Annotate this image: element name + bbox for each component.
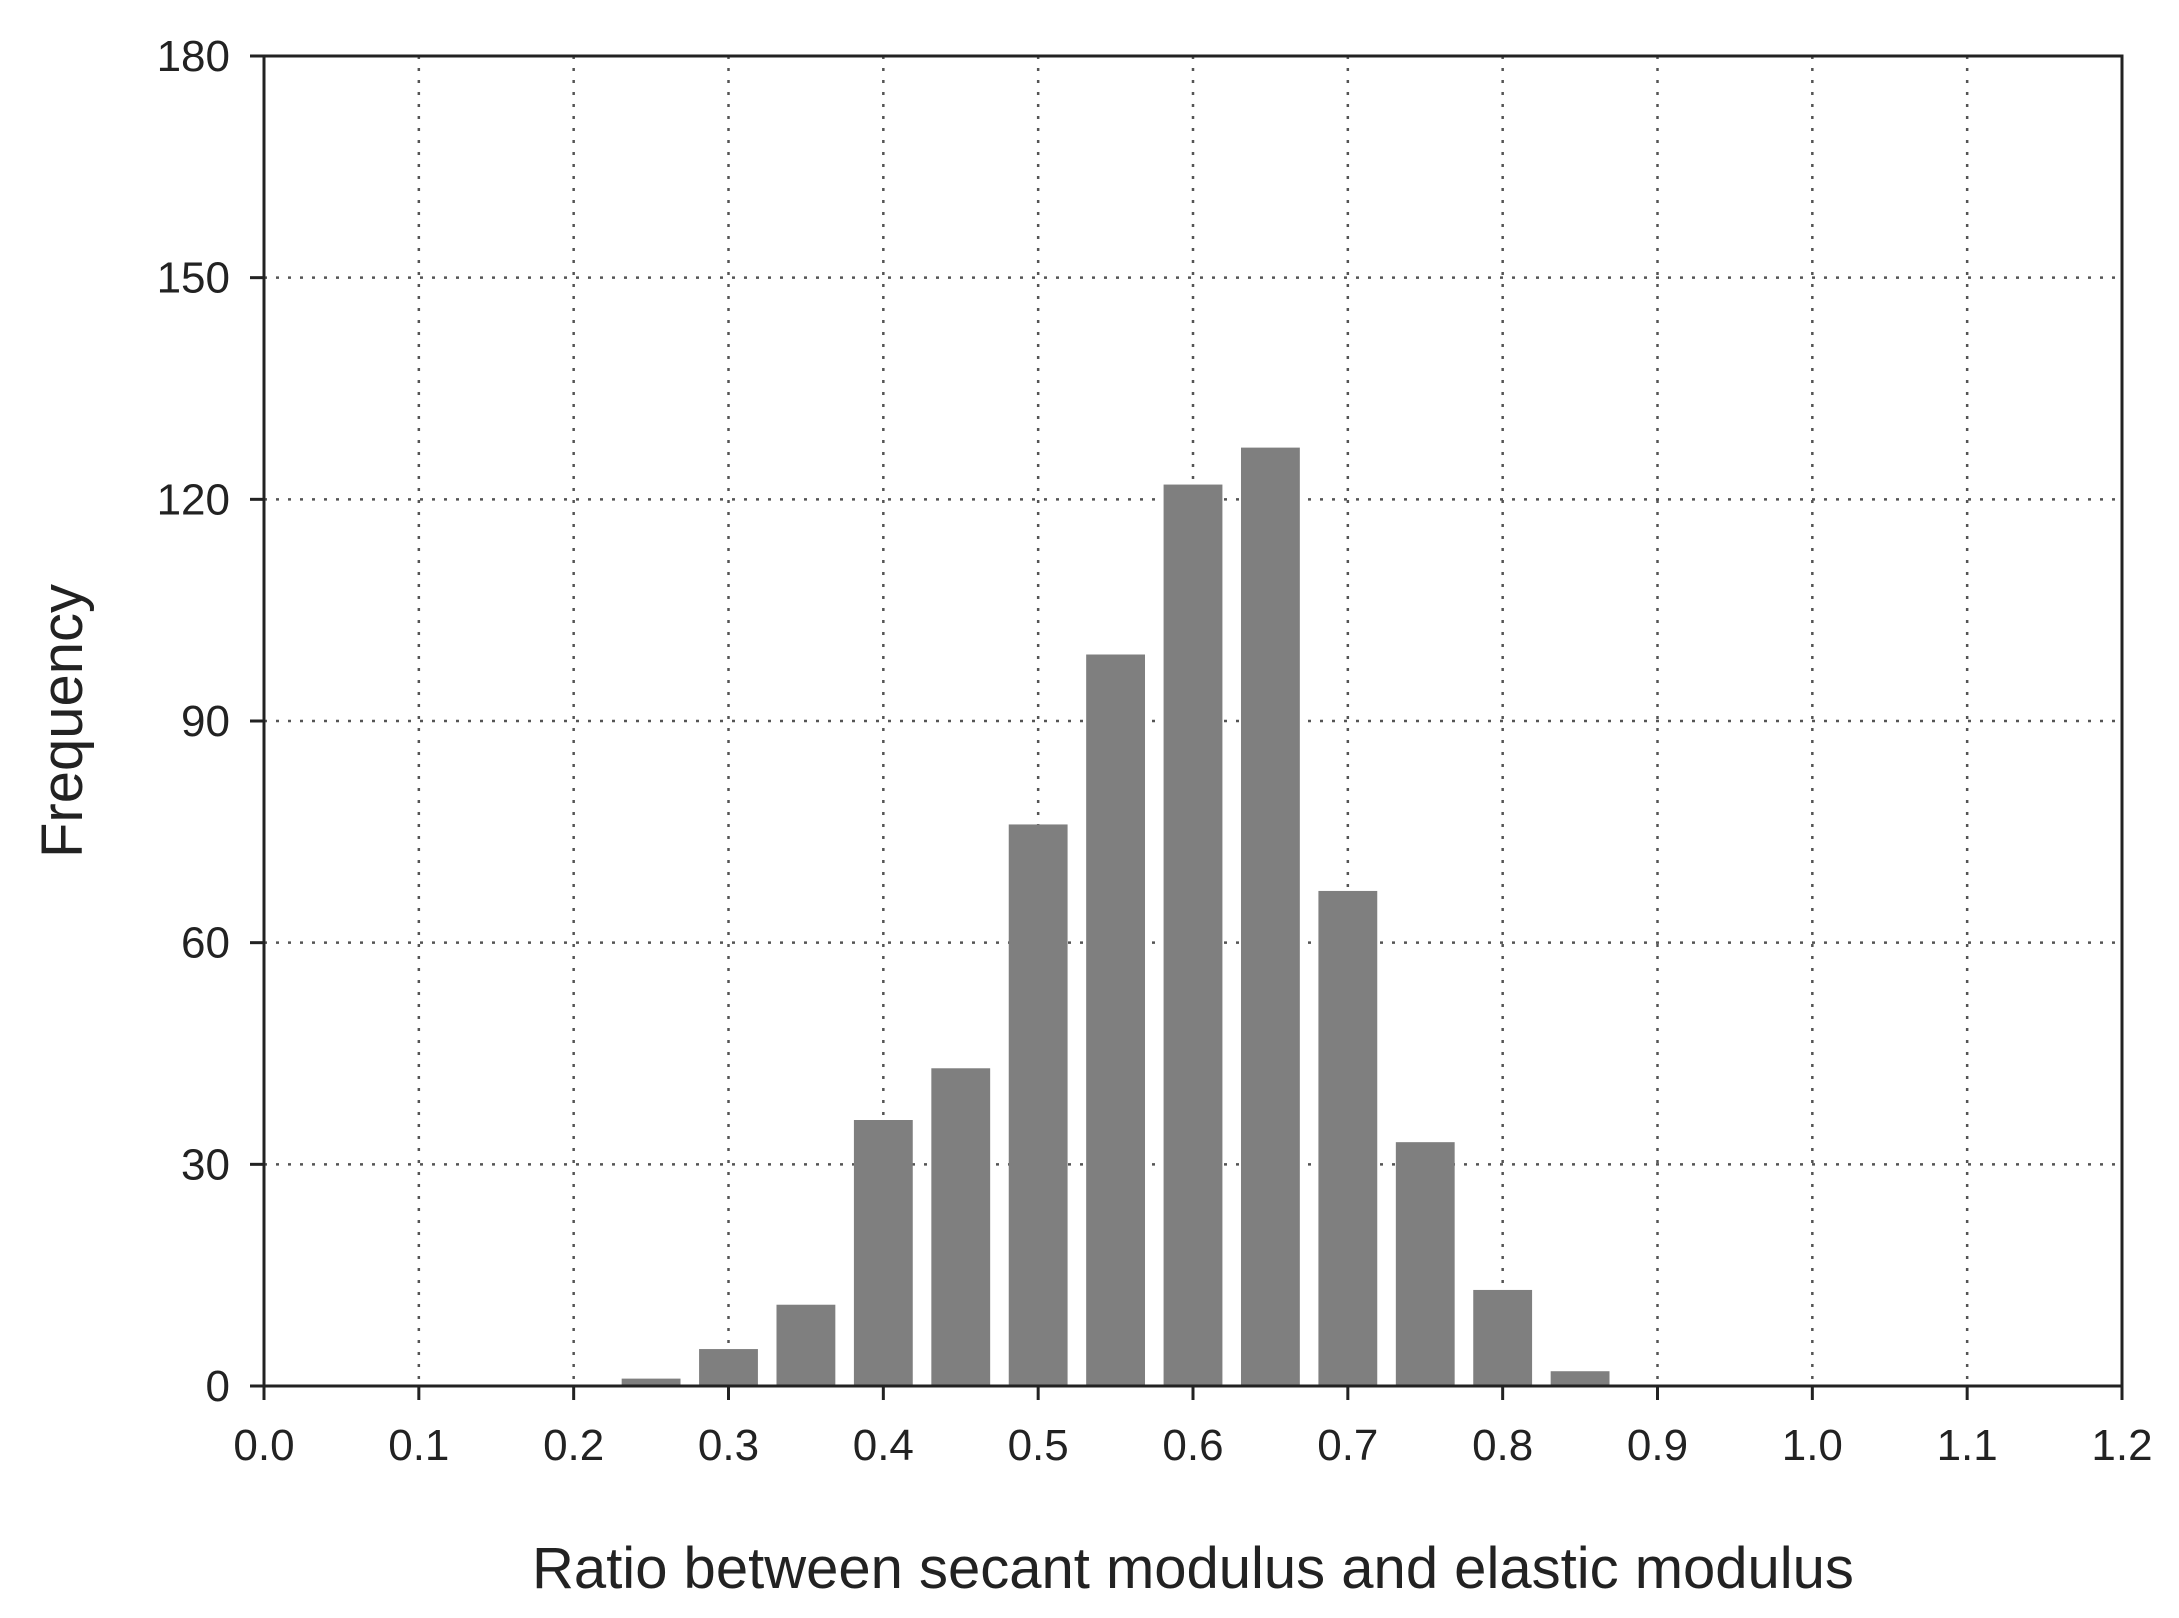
bar [621,1378,681,1386]
x-tick-label: 0.4 [853,1421,914,1470]
x-axis-ticks: 0.0 0.1 0.2 0.3 0.4 0.5 0.6 0.7 0.8 0.9 1.0 1.1 1.2 [233,1386,2153,1470]
x-tick-label: 0.2 [543,1421,604,1470]
y-tick-label: 0 [206,1362,230,1411]
y-axis-ticks: 0 30 60 90 120 150 180 [157,32,264,1411]
grid-lines [264,56,2122,1386]
y-axis-title: Frequency [30,584,95,858]
y-tick-label: 30 [181,1140,230,1189]
x-tick-label: 0.9 [1627,1421,1688,1470]
y-tick-label: 120 [157,475,230,524]
x-tick-label: 0.6 [1162,1421,1223,1470]
bar [1086,654,1146,1386]
bar [1163,484,1223,1386]
x-tick-label: 0.7 [1317,1421,1378,1470]
bar [699,1349,758,1386]
bar [1550,1371,1610,1386]
bar [776,1304,836,1386]
x-tick-label: 0.5 [1008,1421,1069,1470]
bar [853,1120,913,1386]
bars [621,447,1610,1387]
x-tick-label: 0.1 [388,1421,449,1470]
bar [1318,890,1378,1386]
x-tick-label: 1.1 [1937,1421,1998,1470]
bar [1240,447,1300,1387]
x-tick-label: 0.8 [1472,1421,1533,1470]
bar [1473,1289,1533,1386]
x-tick-label: 1.2 [2091,1421,2152,1470]
x-tick-label: 0.0 [233,1421,294,1470]
x-tick-label: 0.3 [698,1421,759,1470]
x-tick-label: 1.0 [1782,1421,1843,1470]
bar [1395,1142,1455,1386]
bar [931,1068,991,1386]
y-tick-label: 60 [181,919,230,968]
x-axis-title: Ratio between secant modulus and elastic… [532,1536,1854,1601]
y-tick-label: 150 [157,254,230,303]
y-tick-label: 90 [181,697,230,746]
y-tick-label: 180 [157,32,230,81]
bar [1008,824,1068,1386]
